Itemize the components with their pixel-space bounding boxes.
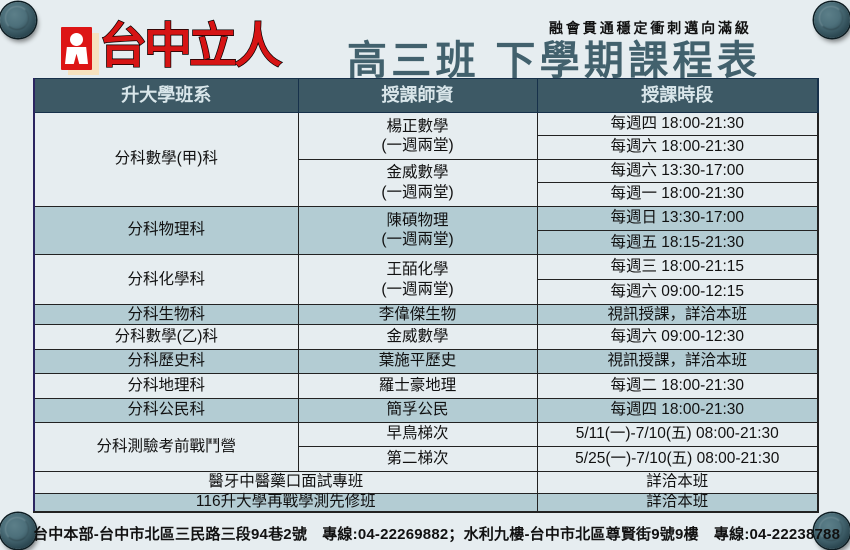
svg-text:台中立人: 台中立人 [99, 20, 282, 73]
